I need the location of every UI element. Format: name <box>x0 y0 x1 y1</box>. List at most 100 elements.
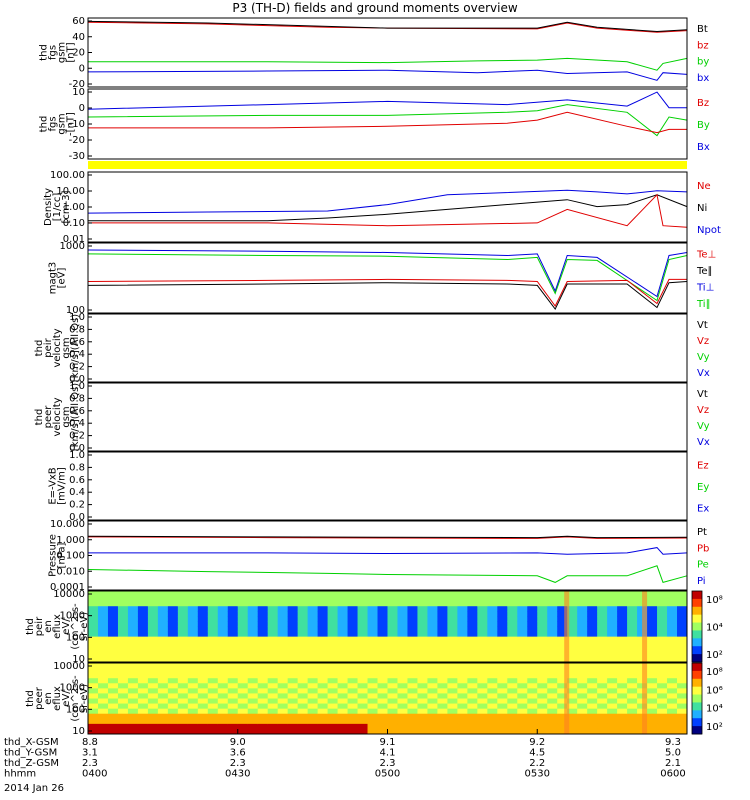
spectrogram-cell <box>427 606 438 612</box>
spectrogram-cell <box>157 708 169 715</box>
spectrogram-cell <box>277 616 289 622</box>
spectrogram-cell <box>527 673 538 679</box>
spectrogram-cell <box>88 703 99 710</box>
p4-ylabel: [eV] <box>57 268 68 289</box>
spectrogram-cell <box>287 688 299 694</box>
spectrogram-cell <box>227 621 239 627</box>
spectrogram-cell <box>247 668 259 674</box>
spectrogram-cell <box>507 723 518 730</box>
spectrogram-cell <box>187 626 199 633</box>
spectrogram-cell <box>587 703 598 710</box>
spectrogram-cell <box>167 651 179 658</box>
spectrogram-cell <box>327 591 339 597</box>
spectrogram-cell <box>97 646 109 653</box>
spectrogram-cell <box>677 596 688 602</box>
p7-ylabel: [mV/m] <box>57 467 68 505</box>
p5-tick-label: 0.4 <box>69 349 85 360</box>
spectrogram-cell <box>317 668 329 674</box>
spectrogram-cell <box>667 651 678 658</box>
spectrogram-cell <box>197 631 209 638</box>
spectrogram-cell <box>297 606 309 612</box>
spectrogram-cell <box>347 663 359 669</box>
spectrogram-cell <box>517 611 528 617</box>
spectrogram-cell <box>167 631 179 638</box>
spectrogram-cell <box>567 641 578 648</box>
spectrogram-cell <box>677 708 688 715</box>
spectrogram-cell <box>237 723 249 730</box>
spectrogram-cell <box>667 698 678 705</box>
spectrogram-cell <box>177 651 189 658</box>
spectrogram-cell <box>167 673 179 679</box>
p5-tick-label: 0.8 <box>69 324 85 335</box>
spectrogram-cell <box>357 728 369 735</box>
spectrogram-cell <box>357 713 369 720</box>
xaxis-value: 2.1 <box>665 758 681 769</box>
spectrogram-cell <box>537 626 548 633</box>
p10-colorbar-segment <box>692 670 702 680</box>
spectrogram-cell <box>417 606 428 612</box>
spectrogram-cell <box>387 678 398 684</box>
spectrogram-cell <box>667 611 678 617</box>
spectrogram-cell <box>297 646 309 653</box>
p2-legend-entry: By <box>697 120 710 131</box>
spectrogram-cell <box>657 678 668 684</box>
spectrogram-cell <box>457 611 468 617</box>
spectrogram-cell <box>527 596 538 602</box>
spectrogram-cell <box>307 641 319 648</box>
spectrogram-cell <box>617 591 628 597</box>
spectrogram-cell <box>667 616 678 622</box>
p10-tick-label: 10000 <box>53 661 85 672</box>
spectrogram-cell <box>347 601 359 607</box>
spectrogram-cell <box>397 631 408 638</box>
spectrogram-cell <box>427 678 438 684</box>
spectrogram-cell <box>307 616 319 622</box>
spectrogram-cell <box>437 703 448 710</box>
spectrogram-cell <box>377 683 388 689</box>
spectrogram-cell <box>387 616 398 622</box>
spectrogram-cell <box>417 688 428 694</box>
spectrogram-cell <box>497 641 508 648</box>
spectrogram-cell <box>107 606 119 612</box>
spectrogram-cell <box>247 698 259 705</box>
p9-colorbar-segment <box>692 638 702 647</box>
spectrogram-cell <box>657 693 668 699</box>
spectrogram-cell <box>417 616 428 622</box>
spectrogram-cell <box>287 606 299 612</box>
spectrogram-cell <box>347 723 359 730</box>
spectrogram-cell <box>357 621 369 627</box>
spectrogram-cell <box>117 673 129 679</box>
spectrogram-cell <box>537 718 548 725</box>
spectrogram-cell <box>677 673 688 679</box>
spectrogram-cell <box>97 626 109 633</box>
spectrogram-cell <box>417 596 428 602</box>
spectrogram-cell <box>287 693 299 699</box>
spectrogram-cell <box>257 703 269 710</box>
spectrogram-cell <box>177 728 189 735</box>
spectrogram-cell <box>627 718 638 725</box>
spectrogram-cell <box>597 673 608 679</box>
xaxis-value: 0430 <box>225 769 250 780</box>
spectrogram-cell <box>117 641 129 648</box>
spectrogram-cell <box>88 596 99 602</box>
spectrogram-cell <box>527 723 538 730</box>
spectrogram-cell <box>487 728 498 735</box>
spectrogram-cell <box>427 693 438 699</box>
spectrogram-cell <box>317 683 329 689</box>
spectrogram-cell <box>157 601 169 607</box>
spectrogram-cell <box>667 703 678 710</box>
spectrogram-cell <box>607 606 618 612</box>
spectrogram-cell <box>277 718 289 725</box>
spectrogram-cell <box>237 626 249 633</box>
spectrogram-cell <box>607 626 618 633</box>
spectrogram-cell <box>277 698 289 705</box>
spectrogram-cell <box>88 673 99 679</box>
spectrogram-cell <box>577 703 588 710</box>
spectrogram-cell <box>607 728 618 735</box>
spectrogram-cell <box>597 693 608 699</box>
spectrogram-cell <box>377 673 388 679</box>
spectrogram-cell <box>667 621 678 627</box>
xaxis-value: 0400 <box>82 769 107 780</box>
spectrogram-cell <box>97 636 109 643</box>
spectrogram-cell <box>437 656 448 663</box>
spectrogram-cell <box>507 636 518 643</box>
